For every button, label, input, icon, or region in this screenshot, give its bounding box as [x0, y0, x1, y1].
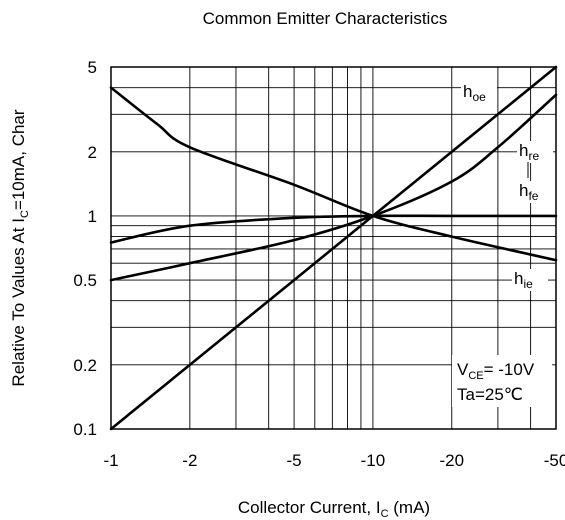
y-axis-title: Relative To Values At IC=10mA, Char	[9, 109, 31, 386]
annotation-ta: Ta=25℃	[457, 385, 523, 404]
series-label-bg-h-fe	[517, 181, 553, 203]
series-label-bg-h-oe	[461, 82, 497, 104]
x-tick-label-1: -1	[103, 451, 118, 470]
plot-frame	[110, 66, 557, 430]
tick-labels: -1 -2 -5 -10 -20 -50 0.1 0.2 0.5 1 2 5	[73, 58, 565, 470]
chart-title: Common Emitter Characteristics	[203, 9, 448, 28]
y-tick-label-0-2: 0.2	[73, 356, 97, 375]
series-line-h-fe	[109, 214, 558, 244]
annotation-background	[452, 355, 552, 407]
series-label-bg-h-re	[517, 141, 553, 163]
annotation-vce-suffix: = -10V	[484, 360, 535, 379]
y-axis-title-sub: C	[19, 210, 31, 218]
y-axis-title-main: Relative To Values At I	[9, 218, 28, 387]
y-tick-label-1: 1	[88, 207, 97, 226]
annotation-vce: VCE= -10V	[457, 360, 535, 382]
y-axis-title-suffix: =10mA, Char	[9, 109, 28, 210]
series-line-h-ie	[109, 86, 558, 262]
x-axis-title-sub: C	[381, 508, 389, 520]
x-axis-title: Collector Current, IC (mA)	[238, 498, 430, 520]
y-tick-label-5: 5	[88, 58, 97, 77]
series-label-h-fe: hfe	[519, 181, 539, 203]
series-label-h-oe: hoe	[463, 82, 486, 104]
series-line-h-oe	[109, 65, 558, 431]
x-tick-label-50: -50	[544, 451, 565, 470]
y-tick-label-2: 2	[88, 143, 97, 162]
x-tick-label-20: -20	[439, 451, 464, 470]
series-line-h-re	[109, 93, 558, 282]
series-label-h-ie: hie	[514, 269, 533, 291]
x-axis-title-main: Collector Current, I	[238, 498, 381, 517]
y-tick-label-0-5: 0.5	[73, 271, 97, 290]
series-layer	[109, 65, 558, 431]
annotation-vce-sub: CE	[468, 370, 483, 382]
series-label-bg-h-ie	[512, 269, 548, 291]
x-tick-label-2: -2	[182, 451, 197, 470]
series-labels: hoe hre hfe hie	[461, 82, 553, 291]
x-tick-label-5: -5	[287, 451, 302, 470]
series-label-h-re: hre	[519, 141, 539, 163]
annotation-vce-main: V	[457, 360, 469, 379]
x-axis-title-suffix: (mA)	[389, 498, 431, 517]
x-tick-label-10: -10	[361, 451, 386, 470]
y-tick-label-0-1: 0.1	[73, 420, 97, 439]
